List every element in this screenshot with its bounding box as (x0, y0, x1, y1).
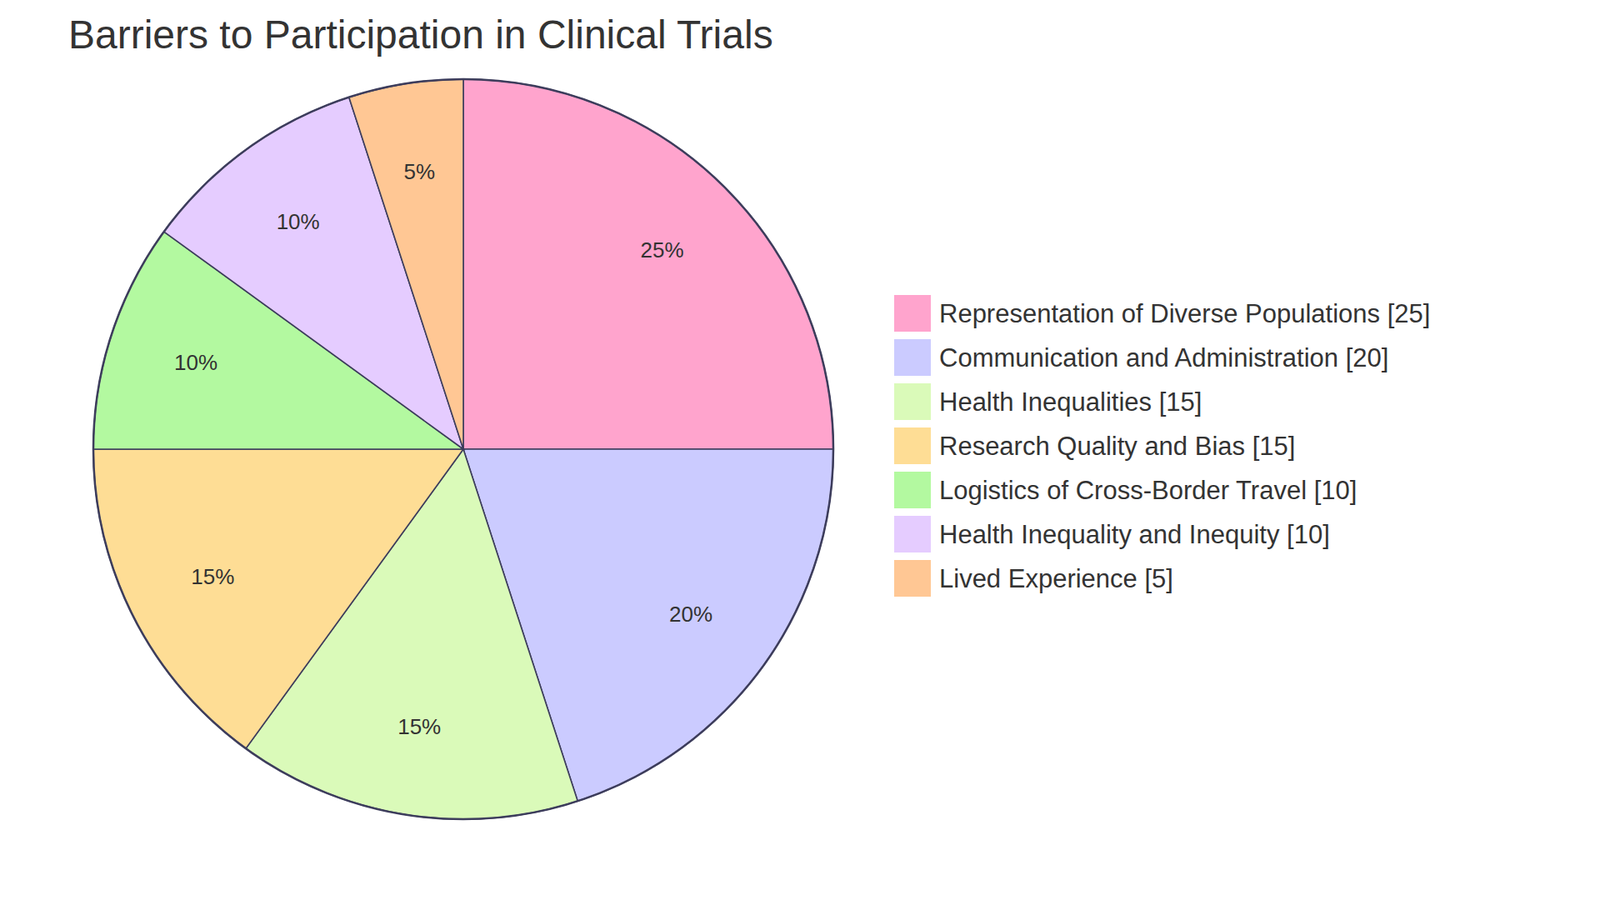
legend-label: Research Quality and Bias [15] (939, 431, 1295, 461)
legend-label: Lived Experience [5] (939, 564, 1174, 594)
legend-swatch (894, 339, 931, 376)
legend: Representation of Diverse Populations [2… (894, 295, 1430, 597)
legend-swatch (894, 471, 931, 509)
legend-item: Research Quality and Bias [15] (894, 427, 1295, 465)
data-labels: 25% 20% 15% 15% 10% 10% 5% (174, 159, 713, 740)
legend-item: Lived Experience [5] (894, 560, 1174, 597)
data-label: 10% (174, 350, 218, 375)
legend-item: Representation of Diverse Populations [2… (894, 295, 1430, 332)
legend-label: Representation of Diverse Populations [2… (939, 299, 1430, 329)
chart: Barriers to Participation in Clinical Tr… (0, 0, 1600, 900)
data-label: 25% (640, 237, 685, 263)
legend-swatch (894, 515, 931, 553)
title: Barriers to Participation in Clinical Tr… (68, 12, 774, 57)
data-label: 20% (669, 601, 713, 627)
legend-swatch (894, 427, 931, 465)
data-label: 10% (276, 209, 320, 235)
data-label: 5% (403, 159, 435, 185)
pie-slice (463, 79, 834, 450)
pie-outline (93, 79, 834, 820)
legend-swatch (894, 560, 931, 597)
legend-item: Logistics of Cross-Border Travel [10] (894, 471, 1357, 509)
legend-item: Health Inequality and Inequity [10] (894, 515, 1330, 553)
legend-label: Health Inequality and Inequity [10] (939, 520, 1330, 550)
data-label: 15% (190, 564, 235, 590)
legend-label: Communication and Administration [20] (939, 343, 1389, 373)
legend-label: Logistics of Cross-Border Travel [10] (939, 475, 1357, 505)
legend-item: Communication and Administration [20] (894, 339, 1389, 376)
legend-swatch (894, 383, 931, 420)
pie (93, 79, 834, 820)
legend-swatch (894, 295, 931, 332)
legend-label: Health Inequalities [15] (939, 387, 1202, 417)
pie-slice (349, 79, 464, 450)
legend-item: Health Inequalities [15] (894, 383, 1202, 420)
pie-slice (93, 449, 464, 749)
data-label: 15% (397, 714, 441, 740)
